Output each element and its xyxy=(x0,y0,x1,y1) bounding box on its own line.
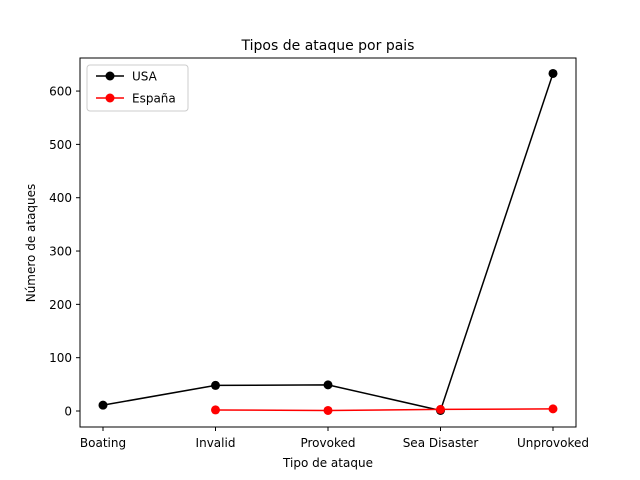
chart-title: Tipos de ataque por pais xyxy=(241,38,415,54)
plot-frame xyxy=(79,57,577,428)
series-line-usa xyxy=(102,73,554,412)
data-point-usa-provoked xyxy=(323,380,333,390)
x-tick-label-unprovoked: Unprovoked xyxy=(517,436,589,450)
plot-content xyxy=(98,68,558,415)
legend-label-espana: España xyxy=(132,92,176,106)
legend-marker-usa xyxy=(105,71,115,81)
x-tick-label-provoked: Provoked xyxy=(300,436,355,450)
y-tick-label-300: 300 xyxy=(49,245,72,259)
data-point-usa-unprovoked xyxy=(548,68,558,78)
legend-label-usa: USA xyxy=(132,70,158,84)
data-point-espana-unprovoked xyxy=(548,404,558,414)
x-axis-label: Tipo de ataque xyxy=(282,456,373,470)
x-axis: Boating Invalid Provoked Sea Disaster Unprov… xyxy=(80,427,589,450)
x-tick-label-boating: Boating xyxy=(80,436,126,450)
y-tick-label-200: 200 xyxy=(49,298,72,312)
y-tick-label-100: 100 xyxy=(49,351,72,365)
y-tick-label-500: 500 xyxy=(49,138,72,152)
data-point-espana-sea-disaster xyxy=(436,404,445,414)
y-axis-label: Número de ataques xyxy=(24,184,38,303)
y-tick-label-600: 600 xyxy=(49,85,72,99)
y-axis: 0 100 200 300 400 500 600 xyxy=(49,85,80,419)
legend-marker-espana xyxy=(105,93,115,103)
data-point-usa-invalid xyxy=(211,380,220,390)
x-tick-label-invalid: Invalid xyxy=(196,436,236,450)
data-point-espana-invalid xyxy=(211,405,220,415)
data-point-espana-provoked xyxy=(323,405,333,415)
legend: USA España xyxy=(86,64,189,112)
x-tick-label-sea-disaster: Sea Disaster xyxy=(403,436,479,450)
y-tick-label-0: 0 xyxy=(64,405,72,419)
y-tick-label-400: 400 xyxy=(49,191,72,205)
series-line-espana xyxy=(215,408,554,412)
data-point-usa-boating xyxy=(98,400,108,410)
